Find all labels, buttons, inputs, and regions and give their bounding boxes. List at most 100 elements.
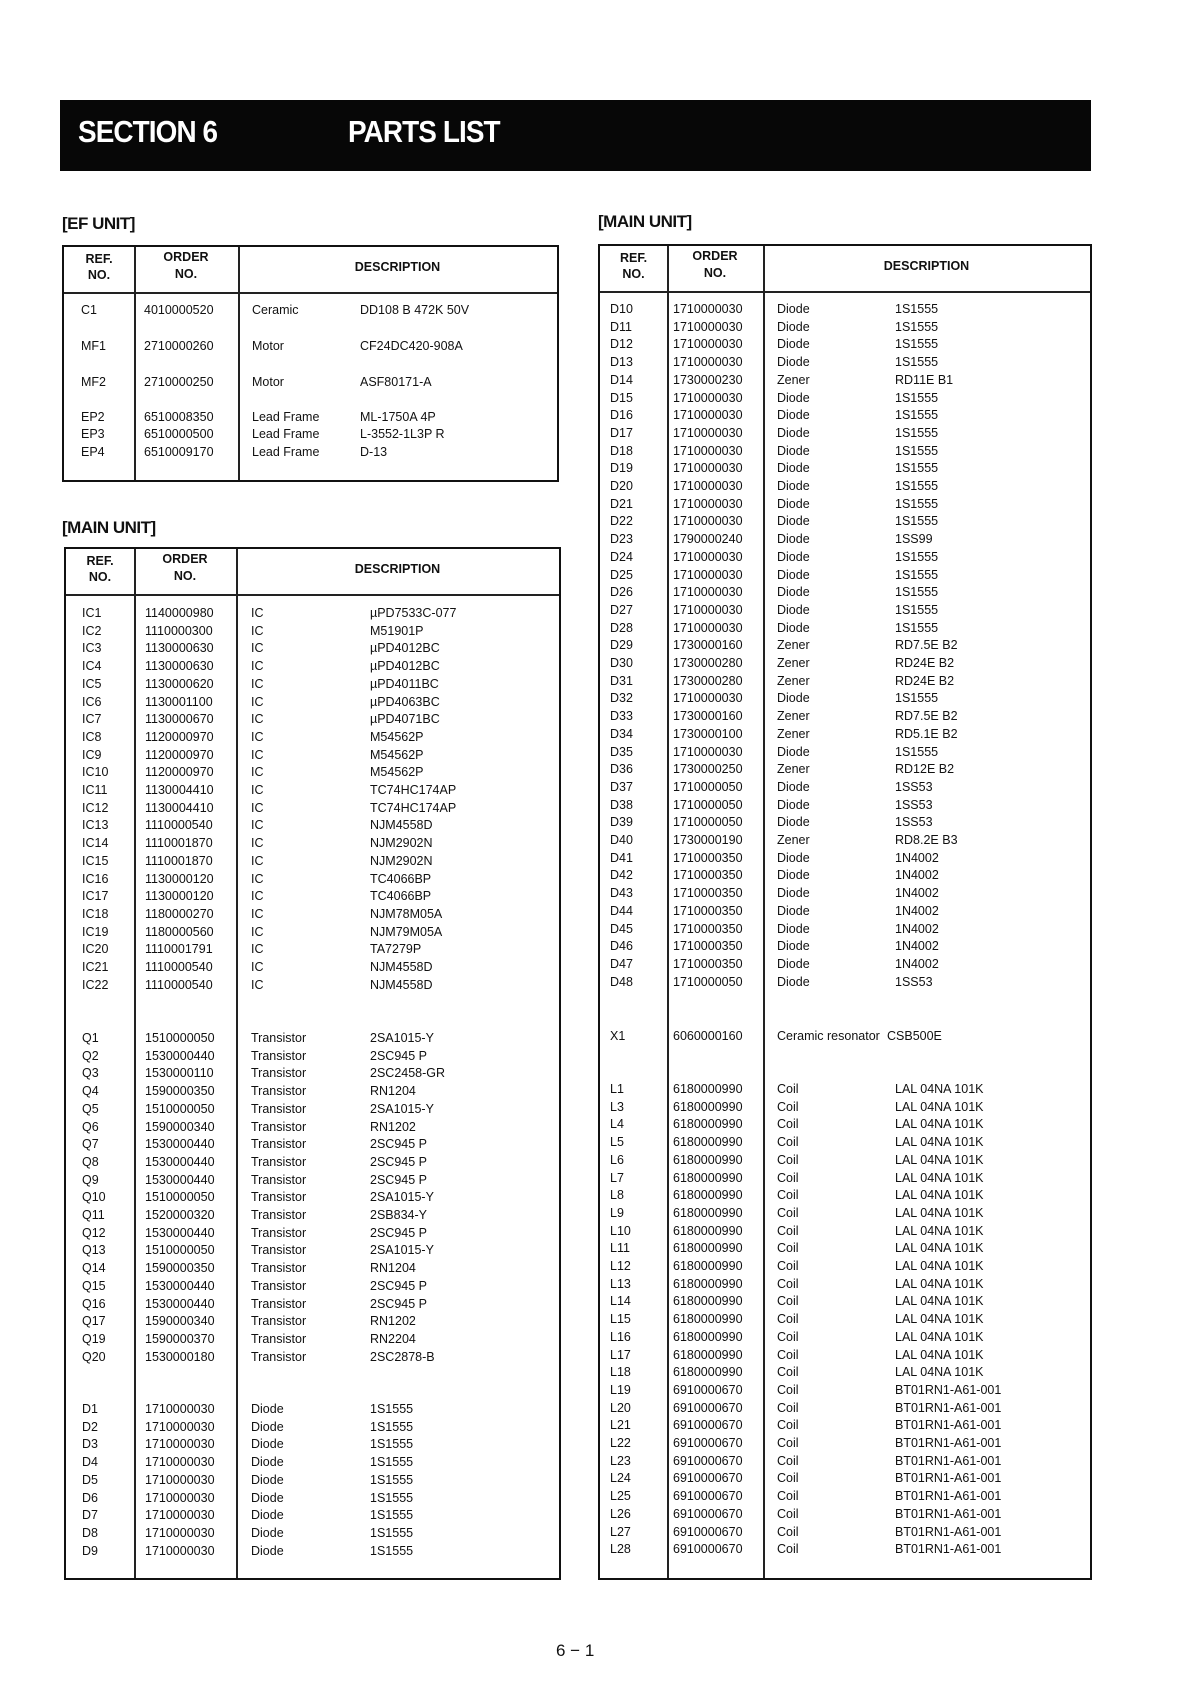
part-type: Diode [777,956,810,971]
part-type: Diode [251,1490,284,1505]
order-no: 1710000050 [673,815,743,830]
order-no: 6180000990 [673,1082,743,1096]
order-no: 6180000990 [673,1329,743,1344]
order-no: 1110000300 [145,623,213,638]
ref-no: D35 [610,744,633,759]
order-no: 6180000990 [673,1152,743,1167]
ref-no: D25 [610,567,633,582]
ref-no: Q17 [82,1314,106,1329]
part-number: RN1202 [370,1119,416,1134]
part-number: 1N4002 [895,921,939,936]
ref-no: D15 [610,390,633,405]
ref-no: IC17 [82,889,109,904]
part-type: Transistor [251,1261,307,1276]
ref-no: D9 [82,1543,98,1558]
part-type: Coil [777,1223,799,1238]
part-number: 1N4002 [895,939,939,954]
ref-no: Q1 [82,1031,99,1045]
part-type: Zener [777,833,810,847]
order-no: 1530000110 [145,1066,214,1081]
part-number: NJM4558D [370,960,433,974]
table-row: L17 6180000990 Coil LAL 04NA 101K [600,1348,1090,1362]
ref-no: D27 [610,602,633,617]
table-row: IC12 1130004410 IC TC74HC174AP [66,801,559,815]
order-no: 6510009170 [144,445,214,459]
order-no: 1130000670 [145,712,214,727]
order-no: 6910000670 [673,1400,743,1415]
part-number: LAL 04NA 101K [895,1312,984,1327]
order-no: 1710000030 [673,390,743,405]
table-row: L1 6180000990 Coil LAL 04NA 101K [600,1082,1090,1096]
order-no: 1710000030 [673,479,743,493]
table-row: IC16 1130000120 IC TC4066BP [66,872,559,886]
part-type: Zener [777,656,810,670]
header-divider [64,292,557,294]
table-row: L26 6910000670 Coil BT01RN1-A61-001 [600,1507,1090,1521]
part-type: Diode [777,797,810,812]
part-number: M51901P [370,623,424,638]
ref-no: L16 [610,1329,631,1344]
part-number: 2SC2878-B [370,1349,435,1364]
part-number: 1S1555 [895,620,939,635]
part-number: TC74HC174AP [370,783,457,797]
part-type: Motor [252,339,284,353]
ref-no-header-line1: REF. [86,554,114,568]
part-number: NJM78M05A [370,906,443,921]
part-type: Zener [777,638,810,653]
part-type: Zener [777,762,810,777]
ref-no: D19 [610,461,633,476]
table-row: D39 1710000050 Diode 1SS53 [600,815,1090,829]
part-type: IC [251,942,264,957]
part-number: 2SA1015-Y [370,1101,434,1116]
part-type: Diode [251,1402,284,1416]
column-divider [667,246,669,1578]
order-no: 1710000030 [673,549,743,564]
order-no: 1710000030 [673,355,743,370]
column-divider [134,247,136,480]
part-number: 1N4002 [895,886,939,901]
part-type: Transistor [251,1154,307,1169]
ref-no: EP2 [81,410,105,424]
part-type: Zener [777,726,810,741]
part-type: Zener [777,673,810,688]
table-row: L28 6910000670 Coil BT01RN1-A61-001 [600,1542,1090,1556]
part-type: IC [251,694,264,709]
part-number: 2SA1015-Y [370,1190,434,1205]
ref-no: L17 [610,1347,631,1362]
part-number: RN2204 [370,1331,416,1346]
table-row: D15 1710000030 Diode 1S1555 [600,391,1090,405]
order-no: 1730000160 [673,709,743,724]
ref-no: IC15 [82,853,109,868]
ref-no: IC10 [82,765,109,780]
part-number: LAL 04NA 101K [895,1099,984,1114]
part-type: Zener [777,372,810,387]
part-number: NJM2902N [370,836,433,851]
ref-no: D45 [610,921,633,936]
part-number: 1SS53 [895,815,933,830]
page-number: 6 − 1 [556,1641,595,1660]
part-number: 1S1555 [370,1419,414,1434]
order-no: 1510000050 [145,1243,215,1258]
part-number: LAL 04NA 101K [895,1205,984,1220]
part-type: Diode [251,1525,284,1540]
part-type: Diode [777,815,810,830]
order-no: 6910000670 [673,1506,743,1521]
part-type: Zener [777,709,810,724]
part-number: 2SC945 P [370,1048,427,1063]
part-type: Coil [777,1400,799,1415]
part-number: 1S1555 [895,549,939,564]
ref-no: D36 [610,762,633,777]
ref-no-header-line1: REF. [85,252,113,266]
table-row: L21 6910000670 Coil BT01RN1-A61-001 [600,1418,1090,1432]
part-number: BT01RN1-A61-001 [895,1524,1002,1539]
ref-no: D26 [610,585,633,600]
ref-no: D7 [82,1508,98,1523]
ref-no: D21 [610,496,633,511]
order-no: 1710000030 [673,461,743,476]
order-no: 1140000980 [145,606,214,620]
part-type: Diode [777,974,810,989]
ref-no: Q2 [82,1048,99,1063]
ref-no: L4 [610,1117,624,1132]
part-type: Coil [777,1241,799,1256]
part-number: LAL 04NA 101K [895,1223,984,1238]
